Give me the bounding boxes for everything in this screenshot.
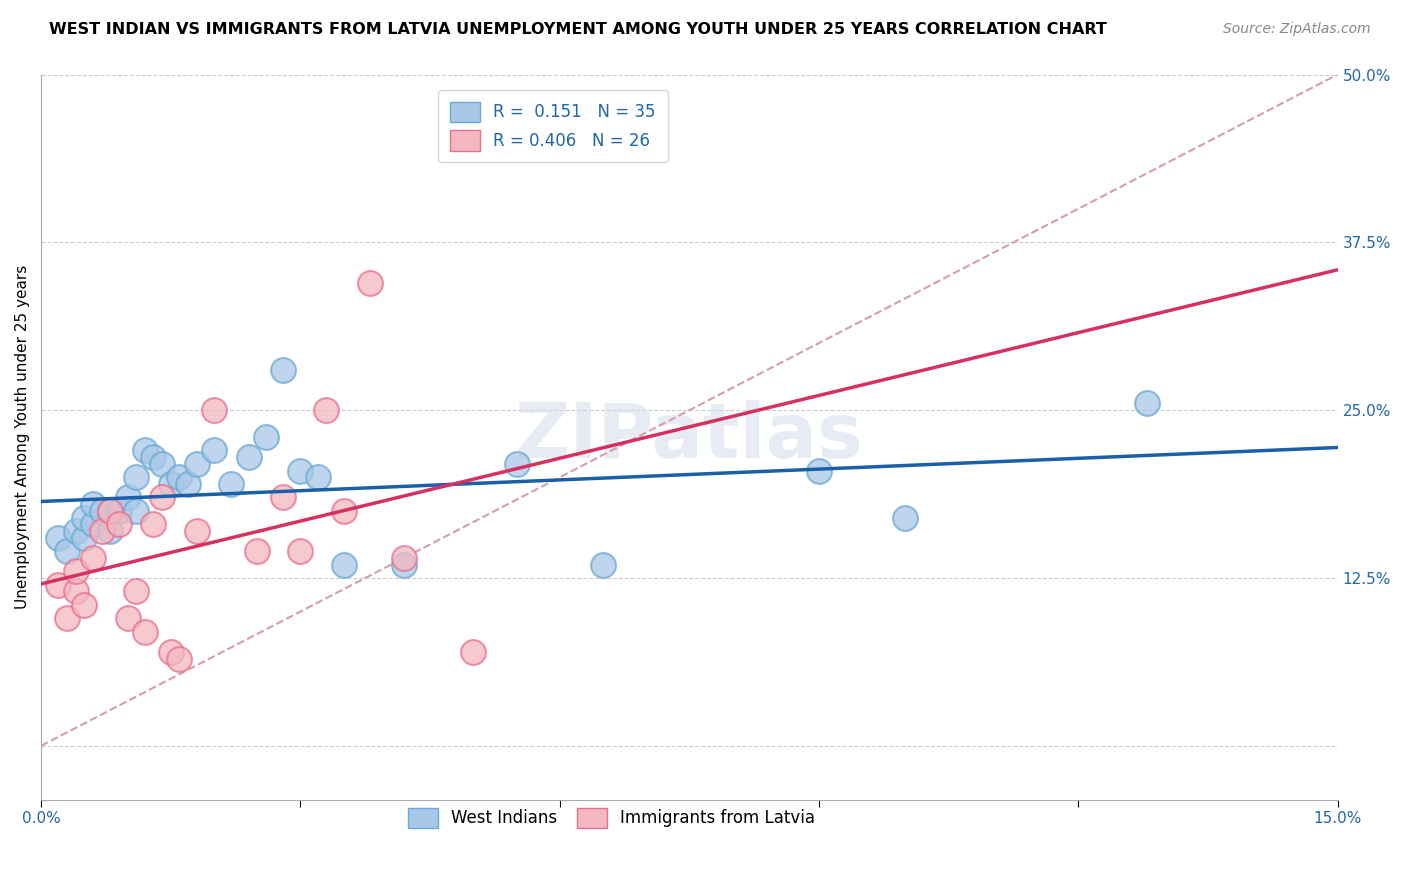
Point [82,550,104,565]
Point [202,403,225,417]
Point [359,276,381,290]
Point [117,491,139,505]
Point [392,558,415,572]
Point [98,504,121,518]
Point [98,524,121,538]
Point [238,450,260,465]
Point [894,510,917,524]
Point [108,504,131,518]
Point [65,564,87,578]
Point [125,470,148,484]
Point [332,558,354,572]
Point [150,457,173,471]
Point [48,531,70,545]
Point [73,598,96,612]
Point [169,470,191,484]
Point [169,651,191,665]
Point [82,517,104,532]
Point [219,477,242,491]
Point [142,517,165,532]
Point [125,584,148,599]
Point [186,524,208,538]
Point [125,504,148,518]
Point [65,584,87,599]
Point [808,464,831,478]
Point [332,504,354,518]
Point [150,491,173,505]
Point [315,403,337,417]
Point [90,524,112,538]
Point [98,504,121,518]
Y-axis label: Unemployment Among Youth under 25 years: Unemployment Among Youth under 25 years [15,265,30,609]
Point [254,430,277,444]
Point [90,504,112,518]
Point [159,645,181,659]
Text: ZIPatlas: ZIPatlas [515,400,863,474]
Point [56,611,79,625]
Point [82,497,104,511]
Point [142,450,165,465]
Point [177,477,200,491]
Point [48,578,70,592]
Point [202,443,225,458]
Point [117,611,139,625]
Point [186,457,208,471]
Point [73,531,96,545]
Point [290,464,312,478]
Point [505,457,527,471]
Point [65,524,87,538]
Point [1136,396,1159,410]
Point [307,470,329,484]
Point [592,558,614,572]
Point [392,550,415,565]
Point [134,624,156,639]
Text: WEST INDIAN VS IMMIGRANTS FROM LATVIA UNEMPLOYMENT AMONG YOUTH UNDER 25 YEARS CO: WEST INDIAN VS IMMIGRANTS FROM LATVIA UN… [49,22,1107,37]
Point [108,517,131,532]
Point [134,443,156,458]
Point [463,645,485,659]
Text: Source: ZipAtlas.com: Source: ZipAtlas.com [1223,22,1371,37]
Point [159,477,181,491]
Point [271,363,294,377]
Point [290,544,312,558]
Legend: West Indians, Immigrants from Latvia: West Indians, Immigrants from Latvia [401,801,823,835]
Point [73,510,96,524]
Point [271,491,294,505]
Point [56,544,79,558]
Point [246,544,269,558]
